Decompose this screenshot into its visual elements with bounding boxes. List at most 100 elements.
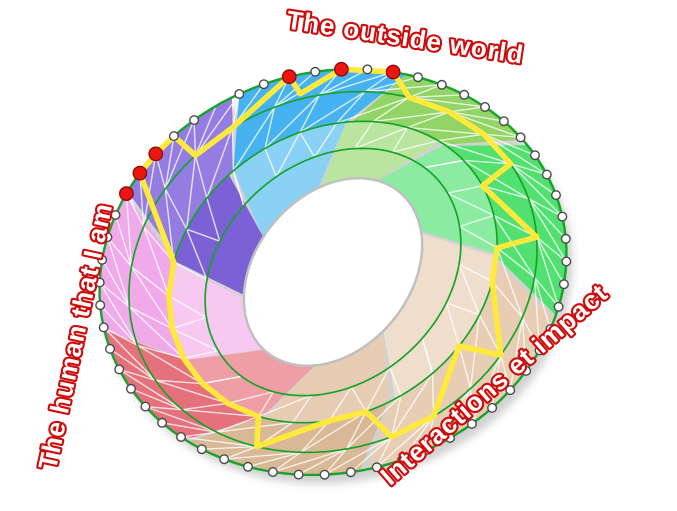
empty-node-outer[interactable] (168, 131, 179, 142)
sector-light-tan-inner[interactable] (383, 233, 497, 399)
mesh-line (528, 198, 567, 240)
mesh-line (232, 106, 276, 172)
mesh-line (463, 159, 529, 200)
empty-node-outer[interactable] (319, 469, 330, 480)
ring-line-ring4 (204, 147, 462, 397)
mesh-line (227, 391, 274, 405)
mesh-line (171, 316, 207, 330)
mesh-line (391, 127, 409, 153)
sector-green-inner[interactable] (377, 144, 498, 255)
empty-node-outer[interactable] (521, 365, 532, 376)
empty-node-outer[interactable] (534, 345, 545, 356)
mesh-line (164, 188, 175, 263)
empty-node-outer[interactable] (545, 324, 556, 335)
empty-node-outer[interactable] (515, 132, 526, 143)
empty-node-outer[interactable] (345, 467, 356, 478)
mesh-line (313, 122, 338, 158)
mesh-line (164, 119, 195, 190)
empty-node-outer[interactable] (560, 233, 571, 244)
mesh-line (185, 228, 208, 280)
empty-node-outer[interactable] (561, 256, 572, 267)
mesh-line (185, 155, 197, 230)
empty-node-outer[interactable] (114, 364, 125, 375)
mesh-line (299, 94, 321, 133)
mesh-line (449, 388, 472, 439)
mesh-line (155, 379, 203, 385)
sector-light-green-inner[interactable] (321, 121, 441, 187)
empty-node-outer[interactable] (530, 150, 541, 161)
empty-node-outer[interactable] (421, 445, 432, 456)
mesh-line (437, 140, 511, 165)
mesh-line (458, 264, 481, 316)
mesh-line (216, 421, 294, 433)
sector-salmon-inner[interactable] (184, 349, 316, 418)
mesh-line (459, 225, 498, 249)
empty-node-outer[interactable] (104, 343, 115, 354)
empty-node-outer[interactable] (234, 88, 245, 99)
sector-light-tan-outer[interactable] (368, 262, 555, 470)
empty-node-outer[interactable] (466, 418, 477, 429)
empty-node-outer[interactable] (98, 322, 109, 333)
empty-node-outer[interactable] (445, 433, 456, 444)
empty-node-outer[interactable] (413, 72, 424, 83)
mesh-line (128, 306, 185, 359)
selected-node-outer[interactable] (281, 69, 297, 85)
empty-node-outer[interactable] (242, 461, 253, 472)
empty-node-outer[interactable] (487, 402, 498, 413)
empty-node-outer[interactable] (110, 209, 121, 220)
mesh-line (319, 71, 394, 96)
mesh-line (493, 215, 536, 278)
sector-green-outer[interactable] (446, 145, 567, 316)
selected-node-outer[interactable] (119, 186, 134, 202)
mesh-line (365, 366, 391, 412)
empty-node-outer[interactable] (459, 89, 470, 100)
empty-node-outer[interactable] (97, 254, 108, 265)
mesh-line (180, 431, 217, 438)
selected-node-outer[interactable] (148, 146, 164, 162)
empty-node-outer[interactable] (140, 401, 151, 412)
empty-node-outer[interactable] (258, 79, 269, 90)
assessment-path (137, 66, 540, 450)
selected-node-outer[interactable] (333, 61, 349, 77)
empty-node-outer[interactable] (189, 115, 200, 126)
empty-node-outer[interactable] (94, 277, 105, 288)
mesh-line (449, 111, 521, 139)
mesh-line (118, 368, 183, 411)
mesh-line (447, 185, 483, 194)
mesh-line (300, 411, 367, 453)
sector-salmon-outer[interactable] (104, 330, 262, 440)
empty-node-outer[interactable] (480, 101, 491, 112)
mesh-line (425, 416, 435, 451)
empty-node-outer[interactable] (125, 383, 136, 394)
mesh-line (223, 445, 258, 460)
sector-purple-inner[interactable] (174, 174, 264, 295)
empty-node-outer[interactable] (541, 169, 552, 180)
empty-node-outer[interactable] (102, 232, 113, 243)
mesh-line (407, 126, 484, 136)
empty-node-outer[interactable] (95, 300, 106, 311)
empty-node-outer[interactable] (196, 444, 207, 455)
selected-node-outer[interactable] (132, 165, 148, 181)
empty-node-outer[interactable] (498, 116, 509, 127)
empty-node-outer[interactable] (436, 79, 447, 90)
empty-node-outer[interactable] (551, 190, 562, 201)
mesh-line (264, 94, 320, 149)
empty-node-outer[interactable] (219, 454, 230, 465)
empty-node-outer[interactable] (371, 462, 382, 473)
mesh-line (536, 236, 567, 262)
mesh-line (182, 402, 228, 411)
empty-node-outer[interactable] (310, 66, 321, 77)
empty-node-outer[interactable] (362, 64, 373, 75)
mesh-line (142, 153, 157, 227)
selected-node-outer[interactable] (385, 64, 401, 80)
empty-node-outer[interactable] (397, 454, 408, 465)
empty-node-outer[interactable] (505, 385, 516, 396)
empty-node-outer[interactable] (157, 417, 168, 428)
empty-node-outer[interactable] (267, 467, 278, 478)
empty-node-outer[interactable] (293, 469, 304, 480)
empty-node-outer[interactable] (553, 301, 564, 312)
empty-node-outer[interactable] (175, 432, 186, 443)
sector-pink-inner[interactable] (168, 263, 264, 361)
empty-node-outer[interactable] (557, 211, 568, 222)
empty-node-outer[interactable] (558, 279, 569, 290)
